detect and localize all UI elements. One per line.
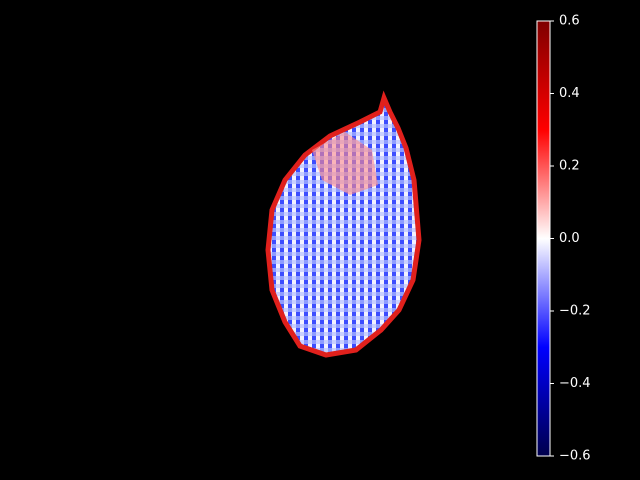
colorbar-tick-label: 0.6 — [559, 14, 580, 29]
colorbar-body — [536, 20, 551, 457]
leaf-image — [265, 90, 422, 358]
colorbar-tick-label: 0.0 — [559, 231, 580, 246]
colorbar-tick-label: −0.2 — [559, 304, 591, 319]
colorbar-tick-label: 0.2 — [559, 159, 580, 174]
leaf — [265, 90, 422, 358]
colorbar-tick-label: −0.6 — [559, 449, 591, 464]
leaf-red-patch — [312, 132, 378, 195]
colorbar: −0.6 −0.4 −0.2 0.0 0.2 0.4 0.6 — [536, 14, 591, 464]
colorbar-tick-label: −0.4 — [559, 376, 591, 391]
colorbar-tick-label: 0.4 — [559, 86, 580, 101]
